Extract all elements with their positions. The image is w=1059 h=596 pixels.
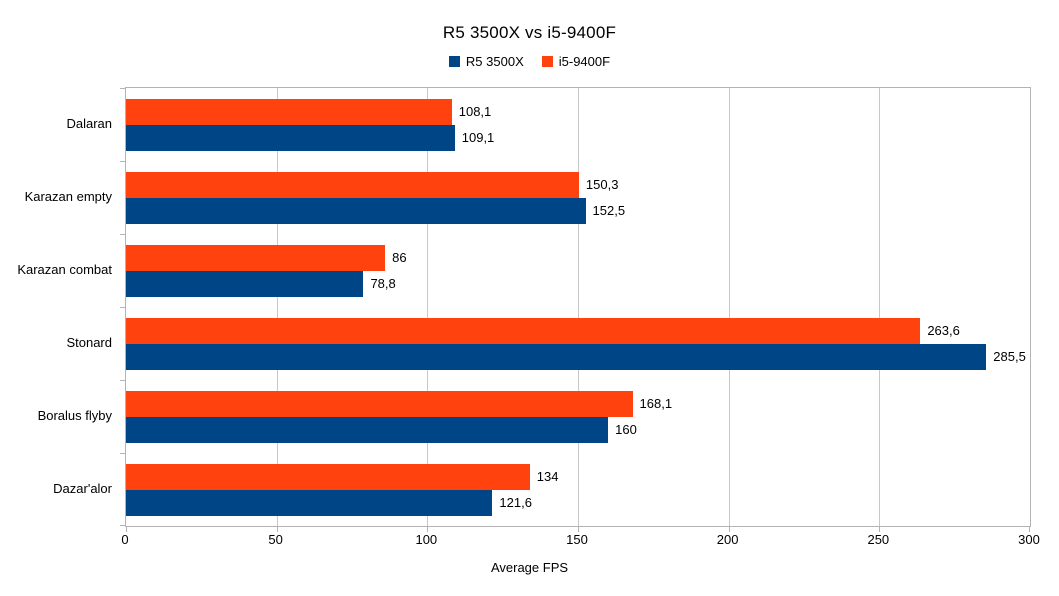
x-tick-mark bbox=[276, 527, 278, 532]
legend-label: R5 3500X bbox=[465, 54, 524, 69]
x-axis-title: Average FPS bbox=[490, 560, 569, 575]
x-tick-mark bbox=[126, 527, 127, 532]
bar-value-label: 152,5 bbox=[592, 202, 626, 218]
category-label: Karazan empty bbox=[24, 189, 112, 204]
y-tick-mark bbox=[120, 307, 125, 308]
bar-value-label: 150,3 bbox=[585, 176, 619, 192]
x-tick-label: 300 bbox=[1018, 532, 1040, 547]
x-tick-label: 0 bbox=[121, 532, 129, 547]
bar-value-label: 121,6 bbox=[499, 494, 532, 510]
legend-item-r5-3500x: R5 3500X bbox=[448, 54, 524, 69]
bar-value-label: 285,5 bbox=[993, 348, 1026, 364]
category-label: Dazar'alor bbox=[53, 481, 112, 496]
x-tick-label: 150 bbox=[566, 532, 588, 547]
bar-value-label: 108,1 bbox=[458, 103, 492, 119]
bar-r5-3500x bbox=[126, 343, 987, 370]
legend-label: i5-9400F bbox=[558, 54, 611, 69]
bar-r5-3500x bbox=[126, 489, 493, 516]
bar-i5-9400f bbox=[126, 317, 921, 344]
legend-item-i5-9400f: i5-9400F bbox=[541, 54, 611, 69]
bar-i5-9400f bbox=[126, 171, 579, 198]
x-tick-label: 100 bbox=[415, 532, 438, 547]
x-tick-mark bbox=[427, 527, 429, 532]
bar-value-label: 263,6 bbox=[927, 322, 960, 338]
gridline bbox=[879, 88, 881, 526]
bar-i5-9400f bbox=[126, 463, 530, 490]
bar-r5-3500x bbox=[126, 270, 364, 297]
x-tick-mark bbox=[578, 527, 579, 532]
x-tick-label: 200 bbox=[716, 532, 739, 547]
bar-r5-3500x bbox=[126, 124, 455, 151]
legend-swatch-icon bbox=[541, 56, 553, 67]
bar-value-label: 109,1 bbox=[461, 129, 495, 145]
y-tick-mark bbox=[120, 453, 125, 454]
legend: R5 3500X i5-9400F bbox=[0, 54, 1059, 69]
x-tick-label: 250 bbox=[867, 532, 890, 547]
gridline bbox=[427, 88, 429, 526]
x-tick-mark bbox=[879, 527, 881, 532]
category-label: Dalaran bbox=[66, 116, 112, 131]
bar-i5-9400f bbox=[126, 98, 452, 125]
bar-value-label: 78,8 bbox=[370, 275, 396, 291]
chart-title: R5 3500X vs i5-9400F bbox=[442, 23, 617, 42]
bar-r5-3500x bbox=[126, 416, 609, 443]
bar-value-label: 168,1 bbox=[639, 395, 673, 411]
category-label: Boralus flyby bbox=[37, 408, 112, 423]
x-tick-mark bbox=[1029, 527, 1030, 532]
y-tick-mark bbox=[120, 234, 125, 235]
y-tick-mark bbox=[120, 525, 125, 526]
category-label: Karazan combat bbox=[17, 262, 112, 277]
gridline bbox=[276, 88, 278, 526]
bar-r5-3500x bbox=[126, 197, 586, 224]
bar-value-label: 160 bbox=[615, 421, 637, 437]
gridline bbox=[728, 88, 730, 526]
y-tick-mark bbox=[120, 380, 125, 381]
gridline bbox=[578, 88, 579, 526]
x-tick-mark bbox=[728, 527, 730, 532]
category-label: Stonard bbox=[66, 335, 112, 350]
plot-area: 108,1 109,1 150,3 152,5 86 78,8 263,6 285,5 168,… bbox=[120, 87, 1031, 532]
legend-swatch-icon bbox=[448, 56, 460, 67]
bar-value-label: 86 bbox=[392, 249, 407, 265]
y-tick-mark bbox=[120, 88, 125, 89]
bar-value-label: 134 bbox=[536, 468, 559, 484]
y-tick-mark bbox=[120, 161, 125, 162]
bar-i5-9400f bbox=[126, 390, 633, 417]
x-tick-label: 50 bbox=[268, 532, 283, 547]
bar-i5-9400f bbox=[126, 244, 386, 271]
